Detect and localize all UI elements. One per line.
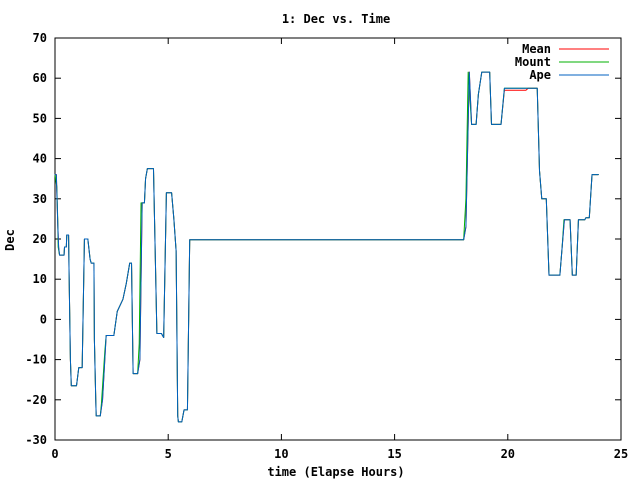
y-tick-label: -30 [25,433,47,447]
y-tick-label: 40 [33,152,47,166]
x-tick-label: 20 [501,447,515,461]
legend-label-ape: Ape [529,68,551,82]
x-tick-label: 0 [51,447,58,461]
x-tick-label: 5 [165,447,172,461]
y-tick-label: -10 [25,353,47,367]
y-tick-label: 20 [33,232,47,246]
x-axis-label: time (Elapse Hours) [267,465,404,479]
y-tick-label: 30 [33,192,47,206]
chart-title: 1: Dec vs. Time [282,12,390,26]
plot-layer: 0 5 10 15 20 25 -30 -20 -10 0 10 20 30 40 50 60 70 MeanMo… [25,31,628,461]
x-tick-label: 15 [387,447,401,461]
y-tick-label: 70 [33,31,47,45]
legend-label-mean: Mean [522,42,551,56]
y-axis-label: Dec [3,229,17,251]
y-tick-label: 0 [40,312,47,326]
y-tick-label: 60 [33,71,47,85]
y-tick-label: 50 [33,111,47,125]
y-tick-label: -20 [25,393,47,407]
x-tick-label: 10 [274,447,288,461]
y-tick-label: 10 [33,272,47,286]
legend-label-mount: Mount [515,55,551,69]
x-tick-label: 25 [614,447,628,461]
series-line-ape [54,71,599,423]
